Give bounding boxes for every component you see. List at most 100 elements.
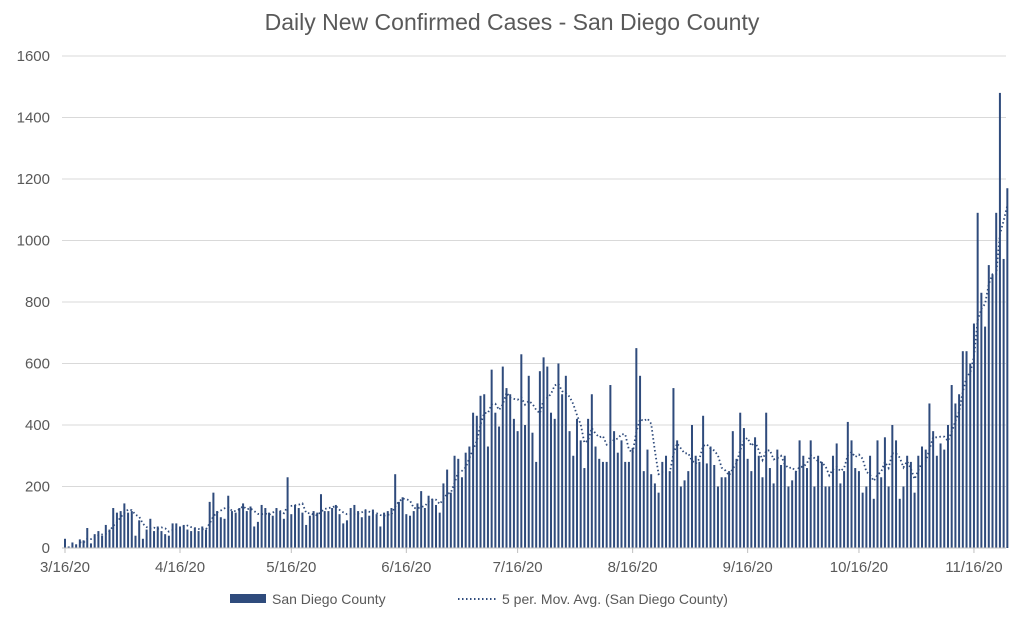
bar <box>360 517 363 548</box>
bar <box>594 446 597 548</box>
bar <box>171 523 174 548</box>
bar <box>238 508 241 548</box>
bar <box>935 455 938 548</box>
x-tick-label: 7/16/20 <box>493 559 543 576</box>
bar <box>197 531 200 548</box>
bar <box>839 483 842 548</box>
bar <box>234 512 237 548</box>
bar <box>746 458 749 548</box>
bar <box>108 529 111 548</box>
bar <box>702 415 705 548</box>
bar <box>82 540 85 548</box>
bar <box>115 512 118 548</box>
bar <box>282 518 285 548</box>
bar <box>186 529 189 548</box>
bar <box>97 531 100 548</box>
bar <box>650 474 653 548</box>
bar <box>175 523 178 548</box>
bar <box>394 474 397 548</box>
bar <box>219 517 222 548</box>
bar <box>67 546 70 548</box>
bar <box>193 528 196 548</box>
x-tick-label: 3/16/20 <box>40 559 90 576</box>
bar <box>550 412 553 548</box>
bar <box>642 471 645 548</box>
bar <box>153 531 156 548</box>
bar <box>204 529 207 548</box>
bar <box>127 512 130 548</box>
bar <box>71 542 74 548</box>
bar <box>969 363 972 548</box>
bar <box>828 486 831 548</box>
bar <box>375 514 378 548</box>
bar <box>64 538 66 548</box>
bar <box>275 508 278 548</box>
bar <box>379 526 382 548</box>
bar <box>505 388 508 548</box>
bar <box>780 464 783 548</box>
bar <box>846 421 849 548</box>
bar <box>104 524 107 548</box>
bar <box>984 326 987 548</box>
bar <box>754 437 757 548</box>
bar <box>783 455 786 548</box>
bar <box>390 508 393 548</box>
bar <box>383 512 386 548</box>
bar <box>861 492 864 548</box>
bar <box>327 511 330 548</box>
bar <box>765 412 768 548</box>
bar <box>553 418 556 548</box>
x-tick-label: 8/16/20 <box>608 559 658 576</box>
bar <box>134 535 137 548</box>
bar <box>494 412 497 548</box>
bar <box>917 455 920 548</box>
bar <box>242 503 245 548</box>
bar <box>946 425 949 548</box>
bar <box>427 495 430 548</box>
bar <box>512 418 515 548</box>
bar <box>531 432 534 548</box>
bar <box>342 523 345 548</box>
bar <box>294 504 297 548</box>
bar <box>431 498 434 548</box>
bar <box>672 388 675 548</box>
bar <box>535 461 538 548</box>
bar <box>179 526 182 548</box>
bar <box>546 366 549 548</box>
bar <box>791 480 794 548</box>
bar <box>987 265 990 548</box>
bar <box>665 455 668 548</box>
bar <box>371 509 374 548</box>
bar <box>1002 258 1005 548</box>
bar <box>798 440 801 548</box>
bar <box>572 455 575 548</box>
y-tick-label: 400 <box>25 417 50 434</box>
bar <box>679 486 682 548</box>
y-tick-label: 800 <box>25 294 50 311</box>
bar <box>119 511 122 548</box>
bar <box>906 455 909 548</box>
bar <box>416 503 419 548</box>
bar <box>705 463 708 548</box>
bar <box>687 471 690 548</box>
bar <box>598 458 601 548</box>
bar <box>802 455 805 548</box>
bar <box>750 471 753 548</box>
bar <box>794 471 797 548</box>
bar <box>509 394 512 548</box>
bar <box>138 520 141 548</box>
bar <box>739 412 742 548</box>
bar <box>620 440 623 548</box>
bar <box>690 425 693 548</box>
bar <box>776 449 779 548</box>
bar <box>423 508 426 548</box>
x-tick-label: 6/16/20 <box>381 559 431 576</box>
bar <box>590 394 593 548</box>
x-tick-label: 9/16/20 <box>723 559 773 576</box>
bar <box>468 446 471 548</box>
bar <box>609 385 612 548</box>
bar <box>1006 188 1009 548</box>
bar <box>527 375 530 548</box>
